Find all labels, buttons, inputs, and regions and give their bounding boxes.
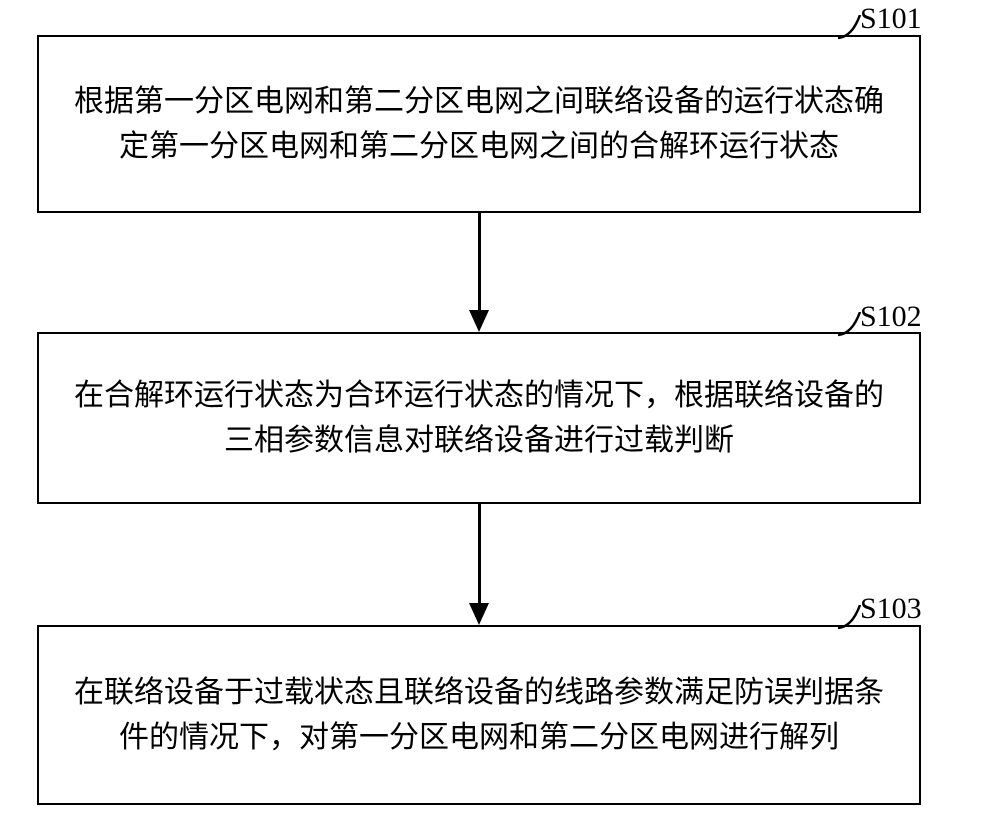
flow-node-s103-text: 在联络设备于过载状态且联络设备的线路参数满足防误判据条件的情况下，对第一分区电网… — [69, 670, 889, 760]
flow-node-s102: 在合解环运行状态为合环运行状态的情况下，根据联络设备的三相参数信息对联络设备进行… — [37, 332, 921, 504]
flow-node-s101-text: 根据第一分区电网和第二分区电网之间联络设备的运行状态确定第一分区电网和第二分区电… — [69, 79, 889, 169]
arrow-2-line — [478, 504, 481, 604]
arrow-1-head — [469, 310, 489, 332]
flow-node-s103: 在联络设备于过载状态且联络设备的线路参数满足防误判据条件的情况下，对第一分区电网… — [37, 625, 921, 805]
flow-node-s101: 根据第一分区电网和第二分区电网之间联络设备的运行状态确定第一分区电网和第二分区电… — [37, 35, 921, 213]
flow-label-s102: S102 — [860, 300, 922, 334]
flow-node-s102-text: 在合解环运行状态为合环运行状态的情况下，根据联络设备的三相参数信息对联络设备进行… — [69, 373, 889, 463]
flowchart-canvas: 根据第一分区电网和第二分区电网之间联络设备的运行状态确定第一分区电网和第二分区电… — [0, 0, 1000, 833]
flow-label-s103: S103 — [860, 592, 922, 626]
arrow-1-line — [478, 213, 481, 311]
flow-label-s101: S101 — [860, 2, 922, 36]
arrow-2-head — [469, 603, 489, 625]
